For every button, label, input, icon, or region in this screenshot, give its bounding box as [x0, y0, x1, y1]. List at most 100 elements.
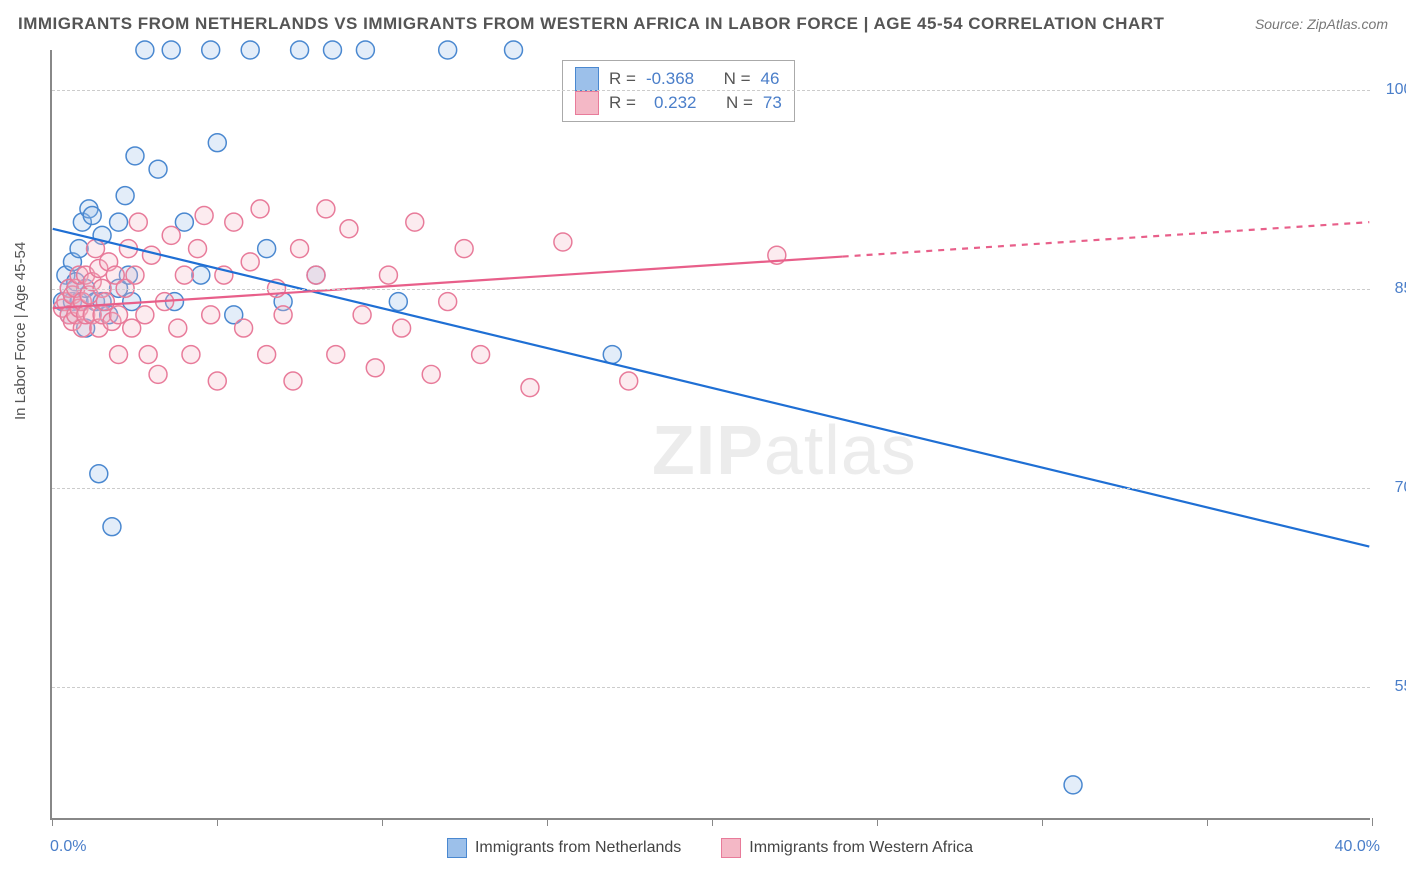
data-point	[70, 240, 88, 258]
data-point	[284, 372, 302, 390]
data-point	[620, 372, 638, 390]
n-value-western-africa: 73	[763, 93, 782, 113]
data-point	[327, 346, 345, 364]
data-point	[136, 41, 154, 59]
data-point	[110, 306, 128, 324]
y-tick-label: 100.0%	[1386, 81, 1406, 99]
data-point	[379, 266, 397, 284]
data-point	[189, 240, 207, 258]
data-point	[162, 41, 180, 59]
data-point	[389, 293, 407, 311]
x-tick	[1372, 818, 1373, 826]
data-point	[317, 200, 335, 218]
data-point	[225, 213, 243, 231]
data-point	[182, 346, 200, 364]
gridline-h	[52, 687, 1370, 688]
data-point	[439, 293, 457, 311]
data-point	[406, 213, 424, 231]
data-point	[139, 346, 157, 364]
r-value-western-africa: 0.232	[646, 93, 697, 113]
n-value-netherlands: 46	[761, 69, 780, 89]
data-point	[192, 266, 210, 284]
data-point	[324, 41, 342, 59]
x-tick	[877, 818, 878, 826]
data-point	[505, 41, 523, 59]
regression-line-solid	[53, 229, 1370, 547]
stat-row-netherlands: R = -0.368 N = 46	[575, 67, 782, 91]
data-point	[366, 359, 384, 377]
n-label: N =	[724, 69, 751, 89]
data-point	[195, 207, 213, 225]
data-point	[521, 379, 539, 397]
data-point	[356, 41, 374, 59]
x-tick	[382, 818, 383, 826]
gridline-h	[52, 488, 1370, 489]
data-point	[202, 306, 220, 324]
data-point	[251, 200, 269, 218]
data-point	[393, 319, 411, 337]
stat-row-western-africa: R = 0.232 N = 73	[575, 91, 782, 115]
data-point	[202, 41, 220, 59]
gridline-h	[52, 90, 1370, 91]
data-point	[149, 160, 167, 178]
data-point	[455, 240, 473, 258]
legend-swatch-netherlands	[447, 838, 467, 858]
data-point	[241, 253, 259, 271]
data-point	[422, 365, 440, 383]
chart-plot-area: R = -0.368 N = 46 R = 0.232 N = 73 ZIPat…	[50, 50, 1370, 820]
data-point	[87, 240, 105, 258]
scatter-svg	[52, 50, 1370, 818]
legend-label-netherlands: Immigrants from Netherlands	[475, 839, 681, 857]
swatch-netherlands	[575, 67, 599, 91]
regression-line-dashed	[843, 222, 1370, 256]
x-tick	[547, 818, 548, 826]
data-point	[129, 213, 147, 231]
data-point	[353, 306, 371, 324]
x-tick	[52, 818, 53, 826]
swatch-western-africa	[575, 91, 599, 115]
x-tick	[217, 818, 218, 826]
source-name: ZipAtlas.com	[1307, 16, 1388, 32]
data-point	[103, 518, 121, 536]
data-point	[126, 266, 144, 284]
data-point	[123, 319, 141, 337]
legend-swatch-western-africa	[721, 838, 741, 858]
y-axis-label: In Labor Force | Age 45-54	[12, 242, 29, 420]
data-point	[149, 365, 167, 383]
data-point	[83, 207, 101, 225]
x-tick	[1042, 818, 1043, 826]
data-point	[110, 346, 128, 364]
y-tick-label: 70.0%	[1395, 479, 1406, 497]
data-point	[274, 306, 292, 324]
source-attribution: Source: ZipAtlas.com	[1255, 16, 1388, 32]
data-point	[1064, 776, 1082, 794]
data-point	[340, 220, 358, 238]
source-prefix: Source:	[1255, 16, 1307, 32]
data-point	[110, 213, 128, 231]
data-point	[208, 134, 226, 152]
data-point	[142, 246, 160, 264]
chart-title: IMMIGRANTS FROM NETHERLANDS VS IMMIGRANT…	[18, 14, 1164, 34]
data-point	[554, 233, 572, 251]
data-point	[208, 372, 226, 390]
gridline-h	[52, 289, 1370, 290]
legend-bottom: Immigrants from Netherlands Immigrants f…	[50, 838, 1370, 858]
data-point	[258, 240, 276, 258]
data-point	[291, 240, 309, 258]
data-point	[162, 226, 180, 244]
y-tick-label: 55.0%	[1395, 678, 1406, 696]
legend-label-western-africa: Immigrants from Western Africa	[749, 839, 973, 857]
data-point	[235, 319, 253, 337]
data-point	[175, 266, 193, 284]
r-value-netherlands: -0.368	[646, 69, 694, 89]
data-point	[126, 147, 144, 165]
data-point	[258, 346, 276, 364]
legend-item-western-africa: Immigrants from Western Africa	[721, 838, 973, 858]
data-point	[169, 319, 187, 337]
data-point	[472, 346, 490, 364]
data-point	[90, 465, 108, 483]
data-point	[96, 293, 114, 311]
data-point	[439, 41, 457, 59]
data-point	[116, 187, 134, 205]
n-label: N =	[726, 93, 753, 113]
